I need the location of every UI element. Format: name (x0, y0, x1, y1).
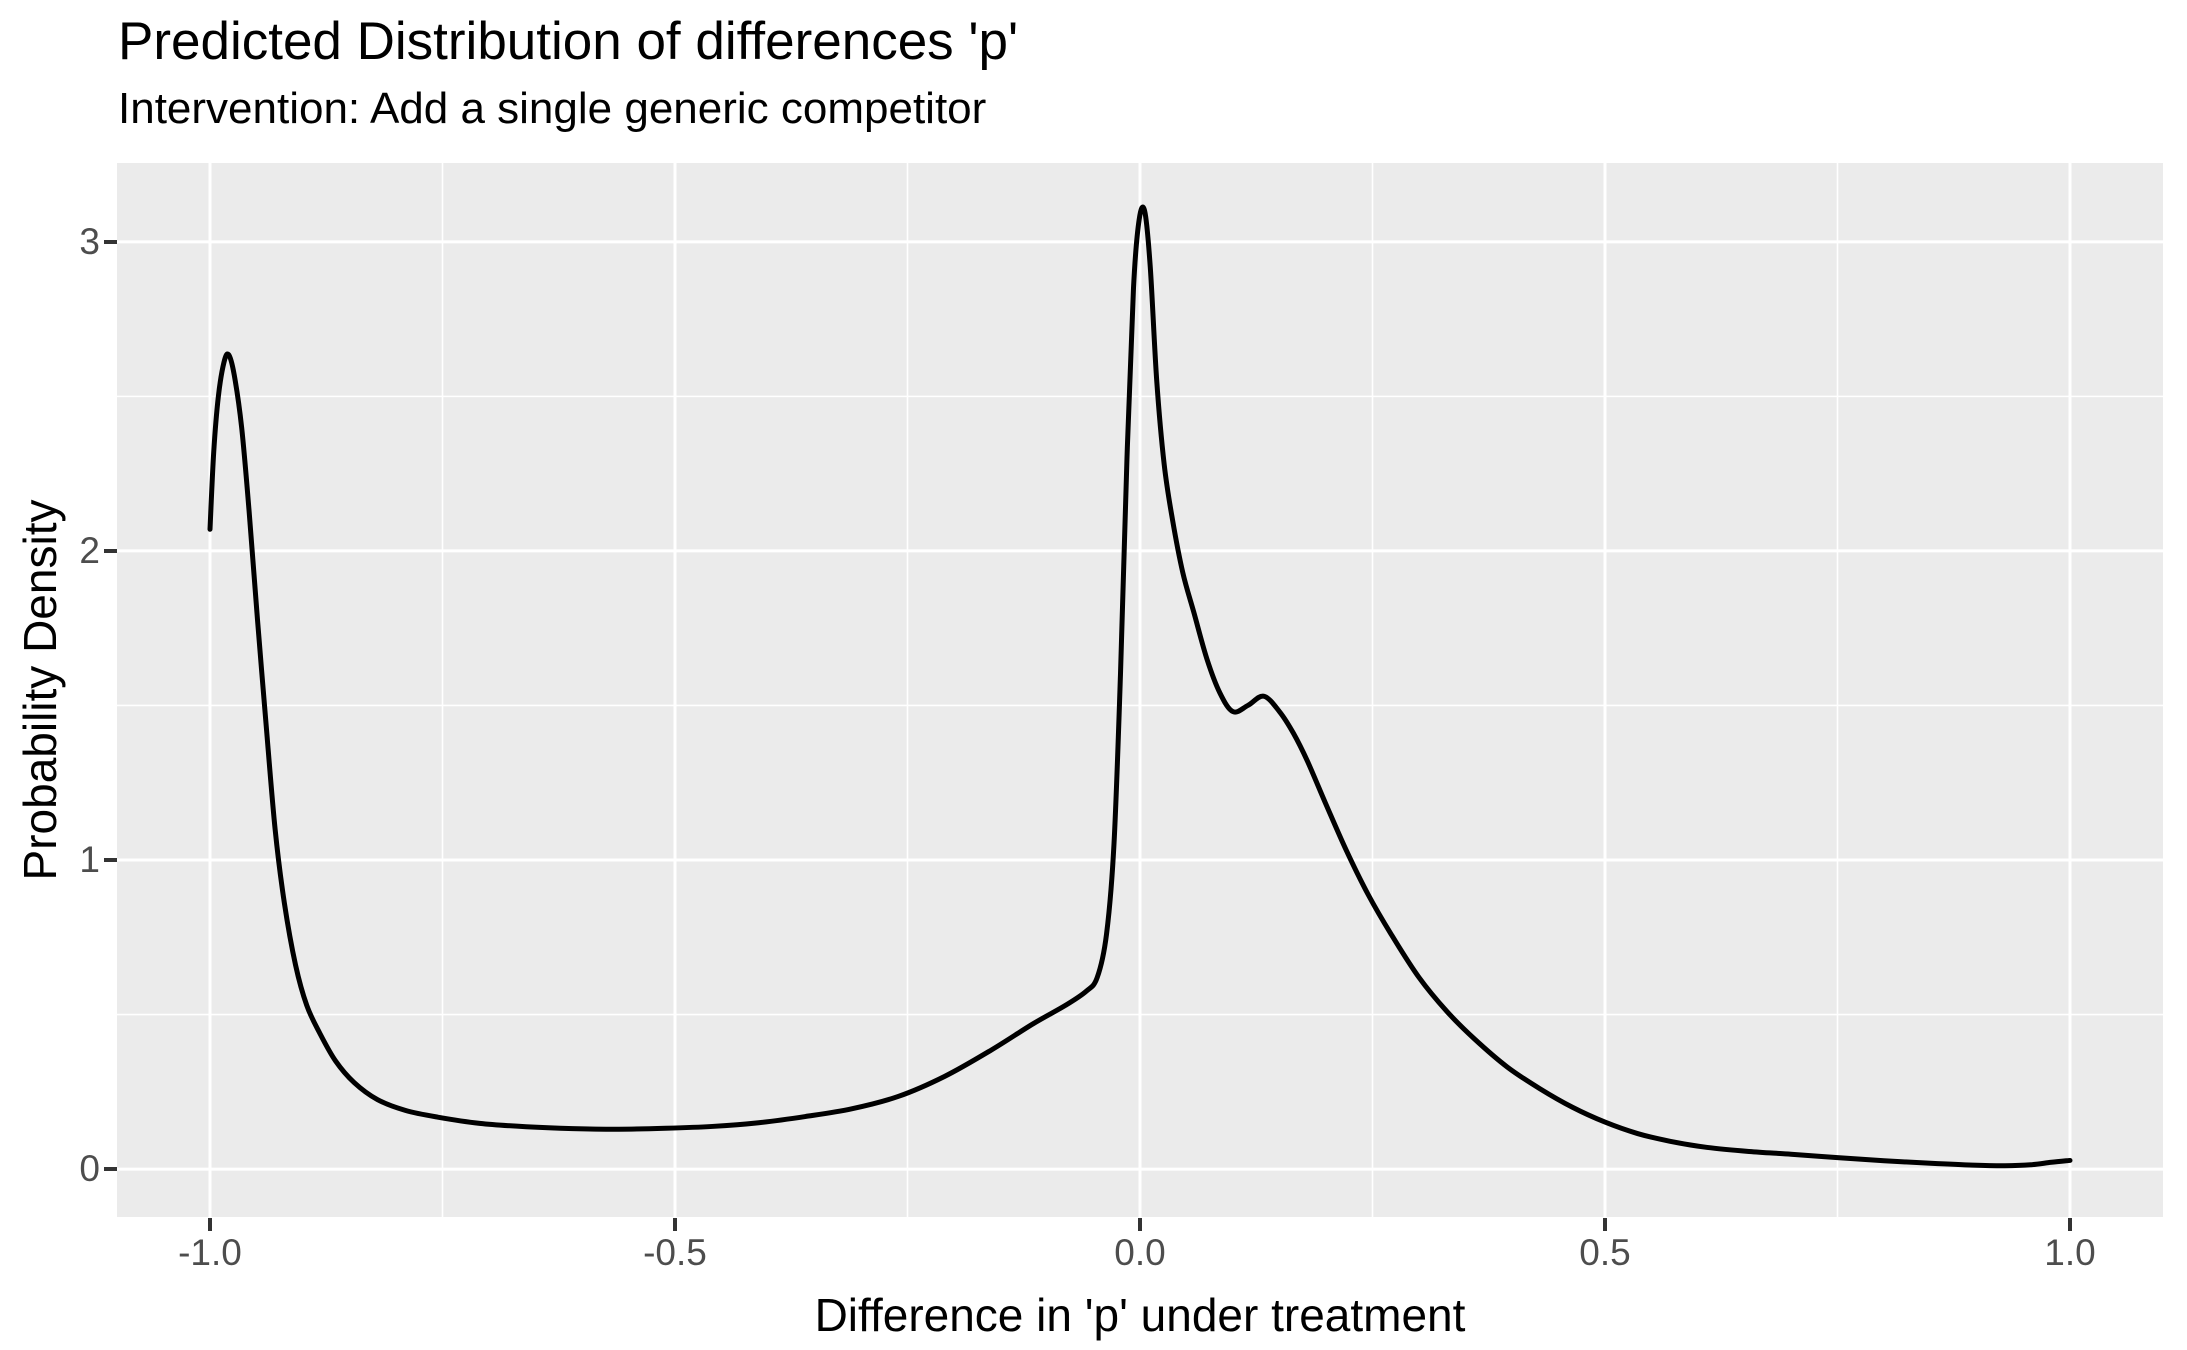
y-tick-label: 0 (79, 1148, 100, 1190)
y-tick-label: 2 (79, 529, 100, 571)
x-tick-label: -0.5 (643, 1232, 707, 1273)
x-tick-label: 0.0 (1114, 1232, 1166, 1273)
x-tick-label: -1.0 (178, 1232, 242, 1273)
x-tick-mark (2068, 1218, 2072, 1231)
x-tick-mark (1603, 1218, 1607, 1231)
y-tick-mark (104, 858, 117, 862)
y-tick-label: 3 (79, 220, 100, 262)
y-tick-mark (104, 1167, 117, 1172)
y-tick-label: 1 (79, 839, 100, 880)
x-axis-title: Difference in 'p' under treatment (814, 1289, 1466, 1341)
x-tick-label: 1.0 (2044, 1232, 2096, 1273)
x-tick-label: 0.5 (1579, 1232, 1631, 1273)
x-tick-mark (1138, 1218, 1142, 1231)
plot-title: Predicted Distribution of differences 'p… (118, 12, 1019, 71)
density-plot-svg (117, 163, 2163, 1217)
plot-panel (117, 163, 2163, 1217)
x-tick-mark (208, 1218, 212, 1231)
density-curve (207, 204, 2073, 1169)
x-tick-mark (673, 1218, 677, 1231)
y-tick-mark (104, 239, 117, 244)
y-tick-mark (104, 548, 117, 553)
plot-subtitle: Intervention: Add a single generic compe… (118, 84, 987, 133)
